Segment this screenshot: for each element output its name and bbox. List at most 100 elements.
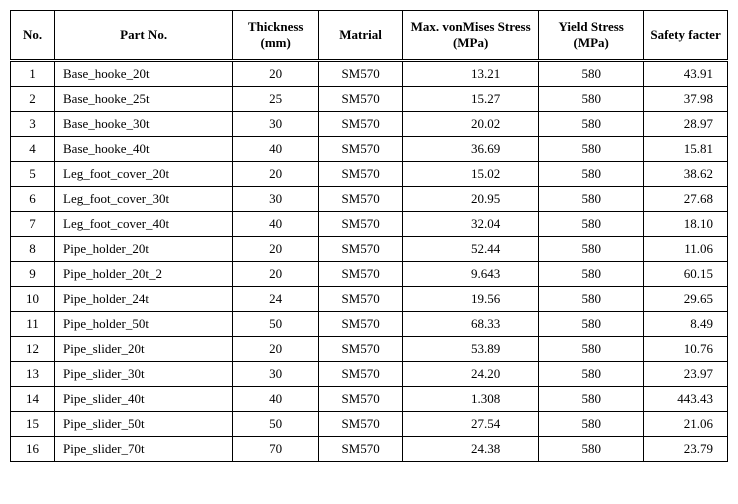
cell-thickness: 20 — [233, 262, 319, 287]
cell-no: 11 — [11, 312, 55, 337]
cell-thickness: 40 — [233, 387, 319, 412]
cell-no: 12 — [11, 337, 55, 362]
cell-material: SM570 — [319, 162, 403, 187]
cell-safety: 443.43 — [644, 387, 728, 412]
cell-material: SM570 — [319, 362, 403, 387]
col-header-stress: Max. vonMises Stress (MPa) — [403, 11, 539, 61]
cell-safety: 37.98 — [644, 87, 728, 112]
cell-material: SM570 — [319, 237, 403, 262]
cell-no: 13 — [11, 362, 55, 387]
cell-thickness: 50 — [233, 412, 319, 437]
col-header-safety: Safety facter — [644, 11, 728, 61]
cell-no: 15 — [11, 412, 55, 437]
cell-part: Leg_foot_cover_40t — [55, 212, 233, 237]
cell-material: SM570 — [319, 387, 403, 412]
cell-material: SM570 — [319, 287, 403, 312]
cell-material: SM570 — [319, 437, 403, 462]
cell-stress: 27.54 — [403, 412, 539, 437]
cell-part: Leg_foot_cover_30t — [55, 187, 233, 212]
cell-stress: 13.21 — [403, 61, 539, 87]
cell-yield: 580 — [539, 61, 644, 87]
cell-material: SM570 — [319, 187, 403, 212]
cell-stress: 1.308 — [403, 387, 539, 412]
cell-safety: 27.68 — [644, 187, 728, 212]
cell-stress: 32.04 — [403, 212, 539, 237]
cell-part: Pipe_slider_40t — [55, 387, 233, 412]
cell-no: 7 — [11, 212, 55, 237]
table-row: 16Pipe_slider_70t70SM57024.3858023.79 — [11, 437, 728, 462]
cell-safety: 38.62 — [644, 162, 728, 187]
cell-no: 8 — [11, 237, 55, 262]
cell-no: 14 — [11, 387, 55, 412]
cell-thickness: 20 — [233, 337, 319, 362]
cell-safety: 23.79 — [644, 437, 728, 462]
cell-no: 3 — [11, 112, 55, 137]
cell-yield: 580 — [539, 412, 644, 437]
cell-part: Pipe_slider_20t — [55, 337, 233, 362]
cell-part: Base_hooke_40t — [55, 137, 233, 162]
table-body: 1Base_hooke_20t20SM57013.2158043.912Base… — [11, 61, 728, 462]
cell-stress: 20.02 — [403, 112, 539, 137]
cell-safety: 23.97 — [644, 362, 728, 387]
cell-stress: 52.44 — [403, 237, 539, 262]
cell-material: SM570 — [319, 337, 403, 362]
cell-stress: 15.02 — [403, 162, 539, 187]
cell-part: Base_hooke_25t — [55, 87, 233, 112]
cell-yield: 580 — [539, 337, 644, 362]
cell-thickness: 30 — [233, 362, 319, 387]
cell-part: Leg_foot_cover_20t — [55, 162, 233, 187]
cell-no: 5 — [11, 162, 55, 187]
cell-material: SM570 — [319, 412, 403, 437]
cell-part: Pipe_slider_70t — [55, 437, 233, 462]
parts-stress-table: No. Part No. Thickness (mm) Matrial Max.… — [10, 10, 728, 462]
cell-safety: 8.49 — [644, 312, 728, 337]
cell-thickness: 24 — [233, 287, 319, 312]
cell-material: SM570 — [319, 137, 403, 162]
cell-safety: 15.81 — [644, 137, 728, 162]
cell-yield: 580 — [539, 212, 644, 237]
table-row: 5Leg_foot_cover_20t20SM57015.0258038.62 — [11, 162, 728, 187]
col-header-part: Part No. — [55, 11, 233, 61]
table-row: 8Pipe_holder_20t20SM57052.4458011.06 — [11, 237, 728, 262]
table-row: 13Pipe_slider_30t30SM57024.2058023.97 — [11, 362, 728, 387]
cell-safety: 21.06 — [644, 412, 728, 437]
cell-no: 16 — [11, 437, 55, 462]
cell-safety: 29.65 — [644, 287, 728, 312]
cell-no: 6 — [11, 187, 55, 212]
cell-stress: 36.69 — [403, 137, 539, 162]
table-row: 1Base_hooke_20t20SM57013.2158043.91 — [11, 61, 728, 87]
cell-thickness: 30 — [233, 112, 319, 137]
cell-thickness: 40 — [233, 212, 319, 237]
cell-stress: 9.643 — [403, 262, 539, 287]
cell-part: Base_hooke_20t — [55, 61, 233, 87]
cell-thickness: 70 — [233, 437, 319, 462]
col-header-yield: Yield Stress (MPa) — [539, 11, 644, 61]
cell-material: SM570 — [319, 87, 403, 112]
cell-stress: 19.56 — [403, 287, 539, 312]
cell-safety: 60.15 — [644, 262, 728, 287]
cell-safety: 18.10 — [644, 212, 728, 237]
cell-yield: 580 — [539, 137, 644, 162]
table-row: 14Pipe_slider_40t40SM5701.308580443.43 — [11, 387, 728, 412]
cell-yield: 580 — [539, 87, 644, 112]
cell-no: 4 — [11, 137, 55, 162]
cell-safety: 11.06 — [644, 237, 728, 262]
cell-yield: 580 — [539, 437, 644, 462]
cell-thickness: 30 — [233, 187, 319, 212]
cell-yield: 580 — [539, 187, 644, 212]
cell-thickness: 50 — [233, 312, 319, 337]
cell-stress: 20.95 — [403, 187, 539, 212]
cell-no: 1 — [11, 61, 55, 87]
cell-material: SM570 — [319, 312, 403, 337]
cell-thickness: 20 — [233, 162, 319, 187]
table-row: 2Base_hooke_25t25SM57015.2758037.98 — [11, 87, 728, 112]
table-row: 4Base_hooke_40t40SM57036.6958015.81 — [11, 137, 728, 162]
table-row: 15Pipe_slider_50t50SM57027.5458021.06 — [11, 412, 728, 437]
table-row: 11Pipe_holder_50t50SM57068.335808.49 — [11, 312, 728, 337]
cell-safety: 43.91 — [644, 61, 728, 87]
col-header-material: Matrial — [319, 11, 403, 61]
cell-part: Pipe_holder_20t — [55, 237, 233, 262]
cell-part: Pipe_slider_50t — [55, 412, 233, 437]
cell-part: Pipe_holder_24t — [55, 287, 233, 312]
cell-thickness: 25 — [233, 87, 319, 112]
